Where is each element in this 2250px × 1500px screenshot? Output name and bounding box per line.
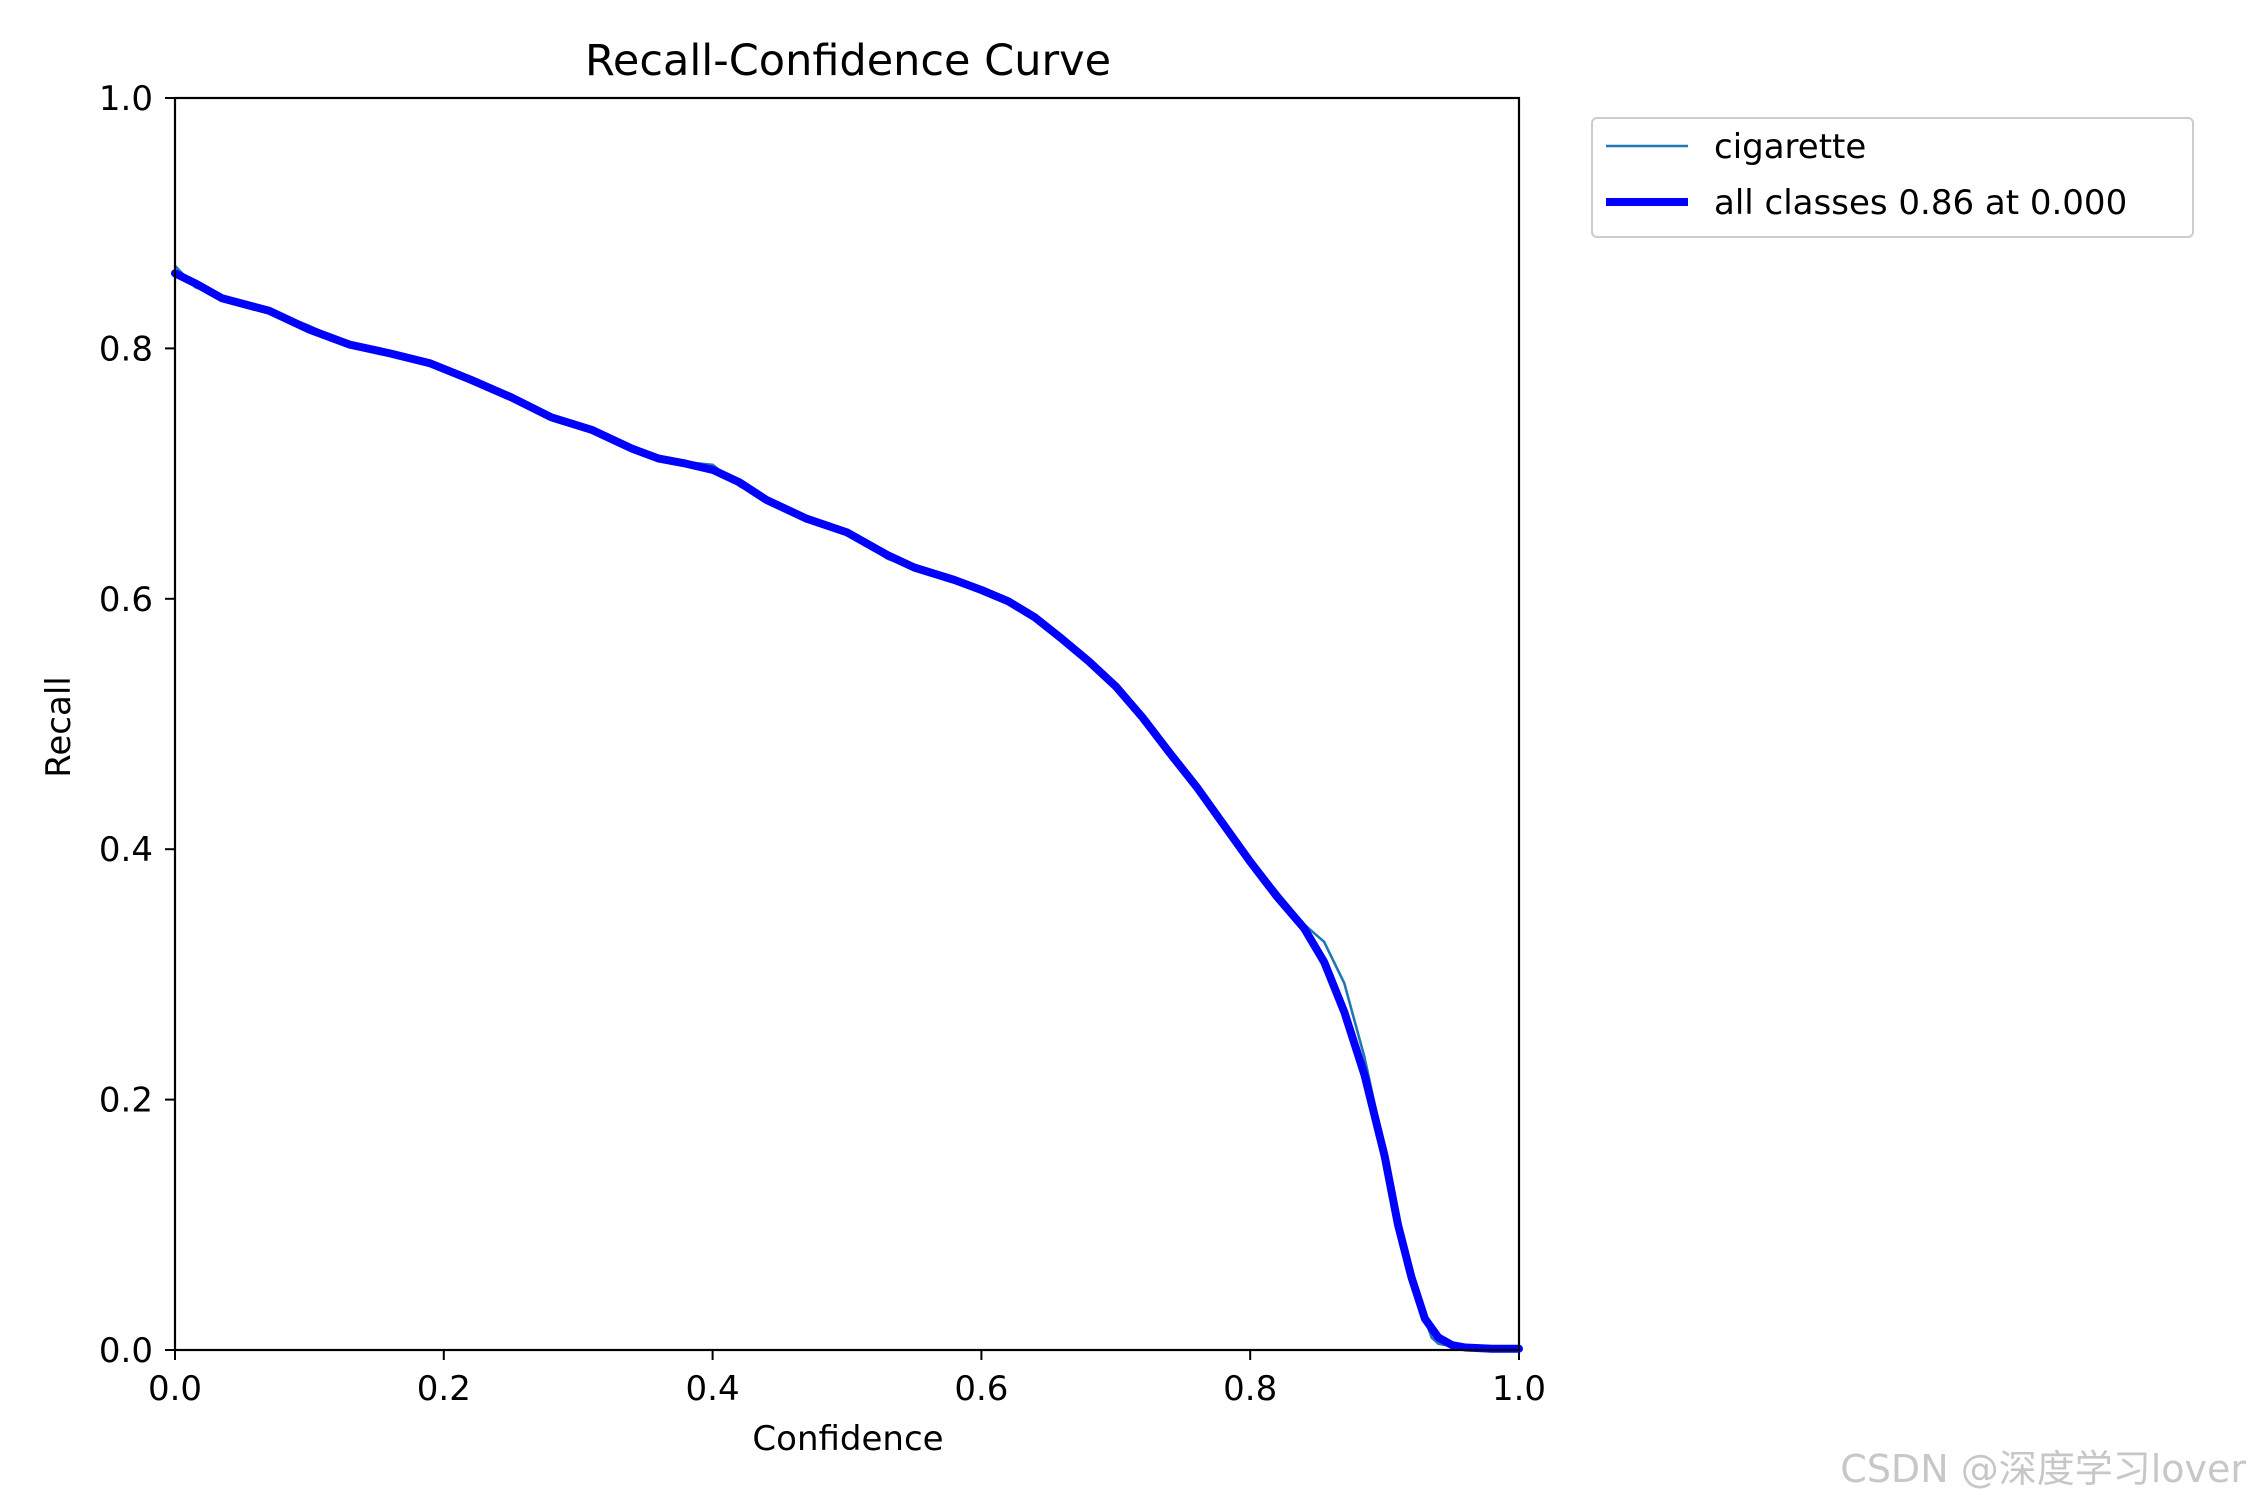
legend: cigarette all classes 0.86 at 0.000 bbox=[1591, 117, 2194, 238]
tick-marks bbox=[165, 97, 1520, 1360]
chart-title: Recall-Confidence Curve bbox=[585, 36, 1111, 86]
series-line-cigarette bbox=[173, 264, 1521, 1350]
y-tick-label: 0.2 bbox=[99, 1081, 153, 1121]
plot-frame bbox=[173, 96, 1521, 1352]
x-tick-label: 0.4 bbox=[686, 1369, 740, 1409]
y-tick-label: 0.4 bbox=[99, 830, 153, 870]
legend-label-all-classes: all classes 0.86 at 0.000 bbox=[1714, 183, 2127, 223]
x-tick-label: 0.8 bbox=[1223, 1369, 1277, 1409]
y-tick-label: 0.8 bbox=[99, 329, 153, 369]
legend-box bbox=[1591, 117, 2194, 238]
x-axis-label: Confidence bbox=[752, 1419, 943, 1459]
x-tick-labels: 0.0 0.2 0.4 0.6 0.8 1.0 bbox=[148, 1369, 1546, 1409]
series-group bbox=[171, 264, 1523, 1353]
x-tick-label: 0.2 bbox=[417, 1369, 471, 1409]
y-tick-labels: 0.0 0.2 0.4 0.6 0.8 1.0 bbox=[99, 79, 153, 1371]
series-line-all-classes bbox=[171, 269, 1523, 1353]
y-axis-label: Recall bbox=[39, 676, 79, 777]
x-tick-label: 0.6 bbox=[954, 1369, 1008, 1409]
y-tick-label: 0.6 bbox=[99, 580, 153, 620]
x-tick-label: 0.0 bbox=[148, 1369, 202, 1409]
legend-label-cigarette: cigarette bbox=[1714, 127, 1866, 167]
x-tick-label: 1.0 bbox=[1492, 1369, 1546, 1409]
y-tick-label: 1.0 bbox=[99, 79, 153, 119]
y-tick-label: 0.0 bbox=[99, 1331, 153, 1371]
watermark: CSDN @深度学习lover bbox=[1840, 1447, 2246, 1491]
